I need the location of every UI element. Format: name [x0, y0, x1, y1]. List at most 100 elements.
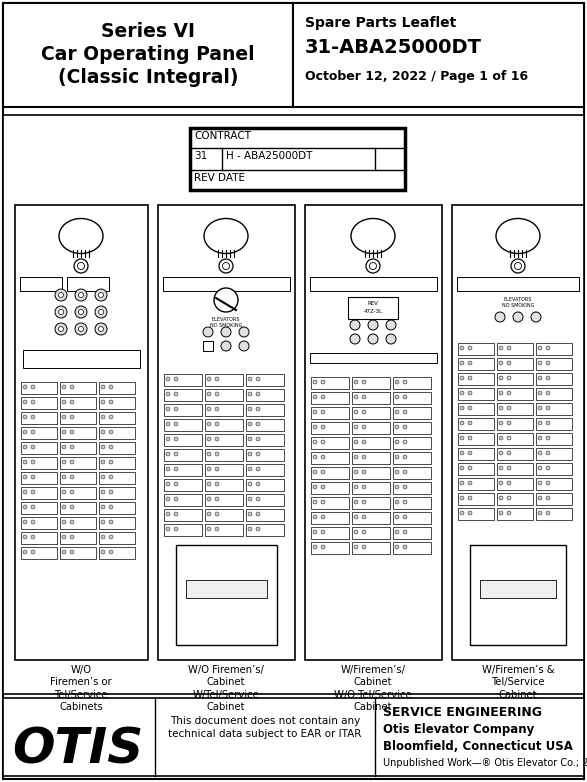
Circle shape: [350, 334, 360, 344]
Circle shape: [109, 520, 113, 524]
Bar: [310, 353, 437, 363]
Bar: [205, 464, 243, 476]
Circle shape: [239, 327, 249, 337]
Circle shape: [79, 310, 83, 314]
Circle shape: [362, 515, 366, 519]
Circle shape: [219, 259, 233, 273]
Bar: [60, 547, 96, 559]
Bar: [497, 448, 533, 460]
Circle shape: [354, 500, 358, 504]
Bar: [536, 433, 572, 445]
Bar: [60, 457, 96, 469]
Circle shape: [354, 485, 358, 489]
Circle shape: [256, 422, 260, 426]
Bar: [393, 392, 431, 404]
Circle shape: [23, 520, 27, 524]
Bar: [352, 437, 390, 449]
Bar: [311, 512, 349, 524]
Circle shape: [468, 406, 472, 410]
Circle shape: [354, 410, 358, 414]
Circle shape: [59, 327, 63, 332]
Bar: [497, 418, 533, 430]
Circle shape: [313, 545, 317, 549]
Bar: [205, 404, 243, 416]
Text: Unpublished Work—® Otis Elevator Co.; 2022: Unpublished Work—® Otis Elevator Co.; 20…: [383, 758, 587, 768]
Text: REV DATE: REV DATE: [194, 173, 245, 183]
Circle shape: [101, 460, 105, 464]
Bar: [158, 205, 295, 660]
Circle shape: [256, 512, 260, 516]
Circle shape: [55, 289, 67, 301]
Text: 31-ABA25000DT: 31-ABA25000DT: [305, 38, 482, 57]
Bar: [536, 388, 572, 400]
Circle shape: [460, 511, 464, 515]
Circle shape: [31, 385, 35, 389]
Bar: [393, 407, 431, 419]
Bar: [99, 532, 135, 544]
Circle shape: [354, 470, 358, 474]
Circle shape: [395, 545, 399, 549]
Bar: [246, 389, 284, 401]
Circle shape: [538, 376, 542, 380]
Circle shape: [166, 482, 170, 486]
Circle shape: [55, 323, 67, 335]
Circle shape: [174, 392, 178, 396]
Bar: [164, 479, 202, 491]
Circle shape: [62, 490, 66, 494]
Circle shape: [109, 400, 113, 404]
Text: This document does not contain any
technical data subject to EAR or ITAR: This document does not contain any techn…: [168, 716, 362, 739]
Bar: [164, 389, 202, 401]
Bar: [497, 493, 533, 505]
Circle shape: [507, 511, 511, 515]
Circle shape: [23, 430, 27, 434]
Text: Otis Elevator Company: Otis Elevator Company: [383, 723, 534, 736]
Bar: [21, 457, 57, 469]
Circle shape: [55, 306, 67, 318]
Bar: [352, 392, 390, 404]
Circle shape: [403, 515, 407, 519]
Circle shape: [62, 445, 66, 449]
Bar: [497, 478, 533, 490]
Circle shape: [538, 406, 542, 410]
Circle shape: [70, 415, 74, 419]
Bar: [21, 502, 57, 514]
Circle shape: [531, 312, 541, 322]
Bar: [497, 508, 533, 520]
Bar: [352, 482, 390, 494]
Bar: [393, 497, 431, 509]
Bar: [458, 433, 494, 445]
Circle shape: [362, 485, 366, 489]
Circle shape: [499, 436, 503, 440]
Bar: [536, 478, 572, 490]
Circle shape: [460, 406, 464, 410]
Circle shape: [546, 496, 550, 500]
Circle shape: [468, 361, 472, 365]
Circle shape: [313, 410, 317, 414]
Circle shape: [174, 482, 178, 486]
Circle shape: [109, 550, 113, 554]
Circle shape: [468, 391, 472, 395]
Circle shape: [403, 425, 407, 429]
Bar: [470, 545, 566, 645]
Circle shape: [460, 436, 464, 440]
Circle shape: [546, 451, 550, 455]
Bar: [164, 434, 202, 446]
Bar: [352, 497, 390, 509]
Circle shape: [368, 320, 378, 330]
Circle shape: [70, 445, 74, 449]
Bar: [99, 457, 135, 469]
Bar: [205, 449, 243, 461]
Circle shape: [207, 407, 211, 411]
Circle shape: [403, 380, 407, 384]
Circle shape: [174, 497, 178, 501]
Bar: [393, 512, 431, 524]
Circle shape: [460, 481, 464, 485]
Circle shape: [207, 437, 211, 441]
Bar: [458, 343, 494, 355]
Circle shape: [256, 452, 260, 456]
Circle shape: [313, 425, 317, 429]
Bar: [458, 403, 494, 415]
Circle shape: [546, 391, 550, 395]
Circle shape: [362, 425, 366, 429]
Circle shape: [313, 485, 317, 489]
